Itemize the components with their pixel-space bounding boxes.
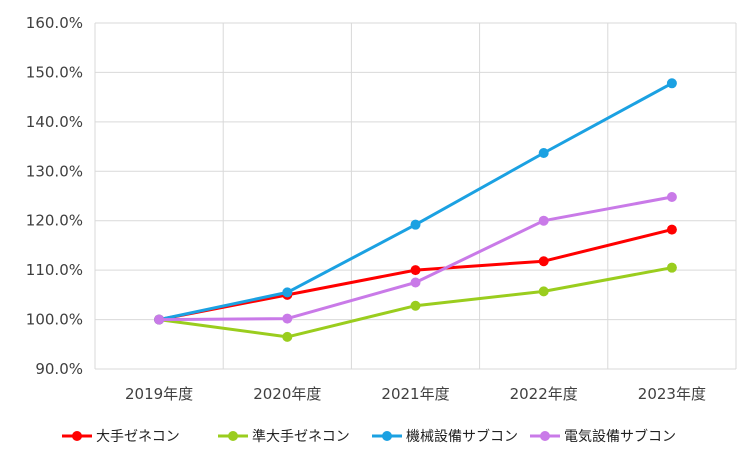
data-point: [154, 314, 165, 325]
legend-label: 大手ゼネコン: [96, 429, 180, 445]
y-tick-label: 110.0%: [26, 261, 83, 279]
data-point: [282, 313, 293, 324]
legend: 大手ゼネコン 準大手ゼネコン 機械設備サブコン 電気設備サブコン: [62, 428, 676, 445]
x-tick-label: 2019年度: [125, 385, 193, 403]
x-tick-label: 2020年度: [253, 385, 321, 403]
data-point: [666, 224, 677, 235]
x-tick-label: 2022年度: [510, 385, 578, 403]
data-point: [538, 147, 549, 158]
y-tick-label: 140.0%: [26, 113, 83, 131]
legend-item: 準大手ゼネコン: [218, 429, 350, 445]
data-point: [410, 265, 421, 276]
data-point: [282, 331, 293, 342]
data-point: [410, 300, 421, 311]
data-point: [282, 287, 293, 298]
legend-marker-icon: [540, 431, 550, 441]
data-point: [538, 215, 549, 226]
y-tick-label: 160.0%: [26, 14, 83, 32]
legend-marker-icon: [228, 431, 238, 441]
data-point: [666, 262, 677, 273]
y-tick-label: 100.0%: [26, 311, 83, 329]
legend-marker-icon: [382, 431, 392, 441]
data-point: [410, 277, 421, 288]
series-4: [154, 191, 677, 325]
data-point: [538, 256, 549, 267]
legend-marker-icon: [72, 431, 82, 441]
legend-label: 電気設備サブコン: [564, 428, 676, 445]
legend-label: 準大手ゼネコン: [252, 429, 350, 445]
series-layer: [154, 78, 677, 342]
data-point: [666, 78, 677, 89]
data-point: [538, 286, 549, 297]
y-axis-ticks: 90.0% 100.0% 110.0% 120.0% 130.0% 140.0% 150.0…: [26, 14, 83, 378]
legend-label: 機械設備サブコン: [406, 428, 518, 445]
x-tick-label: 2023年度: [638, 385, 706, 403]
x-tick-label: 2021年度: [381, 385, 449, 403]
y-tick-label: 150.0%: [26, 63, 83, 81]
y-tick-label: 90.0%: [35, 360, 83, 378]
legend-item: 機械設備サブコン: [372, 428, 518, 445]
legend-item: 大手ゼネコン: [62, 429, 180, 445]
y-tick-label: 130.0%: [26, 162, 83, 180]
x-axis-ticks: 2019年度 2020年度 2021年度 2022年度 2023年度: [125, 385, 706, 403]
y-tick-label: 120.0%: [26, 212, 83, 230]
data-point: [410, 219, 421, 230]
legend-item: 電気設備サブコン: [530, 428, 676, 445]
data-point: [666, 191, 677, 202]
